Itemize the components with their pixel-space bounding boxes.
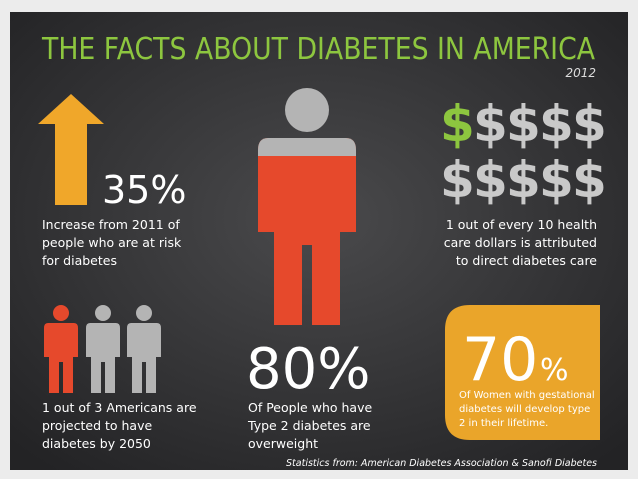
stat-line: Of Women with gestational	[459, 390, 595, 401]
stat-unit: %	[540, 353, 569, 388]
stat-line: overweight	[248, 436, 318, 451]
person-icon	[258, 88, 356, 325]
stat-text: Increase from 2011 of people who are at …	[42, 217, 182, 268]
footer: Statistics from: American Diabetes Assoc…	[286, 458, 597, 469]
stat-line: diabetes by 2050	[42, 436, 151, 451]
stat-line: Increase from 2011 of	[42, 217, 180, 232]
stat-line: 1 out of every 10 health	[446, 217, 597, 232]
stat-line: Of People who have	[248, 400, 372, 415]
dollar-icon: $	[539, 151, 574, 209]
stat-line: Type 2 diabetes are	[247, 418, 371, 433]
arrow-icon	[38, 94, 104, 205]
stat-value: 70	[462, 325, 538, 395]
dollar-icon: $	[572, 95, 607, 153]
stat-value: 35%	[102, 168, 186, 212]
stat-line: 2 in their lifetime.	[459, 418, 548, 429]
stat-text: 1 out of every 10 health care dollars is…	[444, 217, 598, 268]
stat-line: care dollars is attributed	[444, 235, 597, 250]
dollar-icon: $	[572, 151, 607, 209]
dollar-icon: $	[506, 95, 541, 153]
stat-value: 80%	[246, 337, 370, 402]
dollar-icon: $	[473, 95, 508, 153]
dollar-icon: $	[440, 151, 475, 209]
dollar-icons: $ $ $ $ $ $ $ $ $ $	[440, 95, 607, 209]
title: THE FACTS ABOUT DIABETES IN AMERICA	[41, 32, 595, 67]
stat-line: to direct diabetes care	[456, 253, 597, 268]
stat-line: people who are at risk	[42, 235, 182, 250]
stat-text: Of People who have Type 2 diabetes are o…	[247, 400, 372, 451]
stat-line: diabetes will develop type	[459, 404, 590, 415]
people-icons	[44, 305, 161, 393]
stat-line: projected to have	[42, 418, 152, 433]
dollar-icon: $	[506, 151, 541, 209]
highlight-box	[445, 305, 600, 440]
stat-line: 1 out of 3 Americans are	[42, 400, 197, 415]
dollar-icon: $	[473, 151, 508, 209]
stat-text: 1 out of 3 Americans are projected to ha…	[42, 400, 197, 451]
dollar-icon: $	[440, 95, 475, 153]
dollar-icon: $	[539, 95, 574, 153]
year: 2012	[565, 66, 596, 80]
stat-text: Of Women with gestational diabetes will …	[459, 390, 595, 429]
stat-line: for diabetes	[42, 253, 117, 268]
